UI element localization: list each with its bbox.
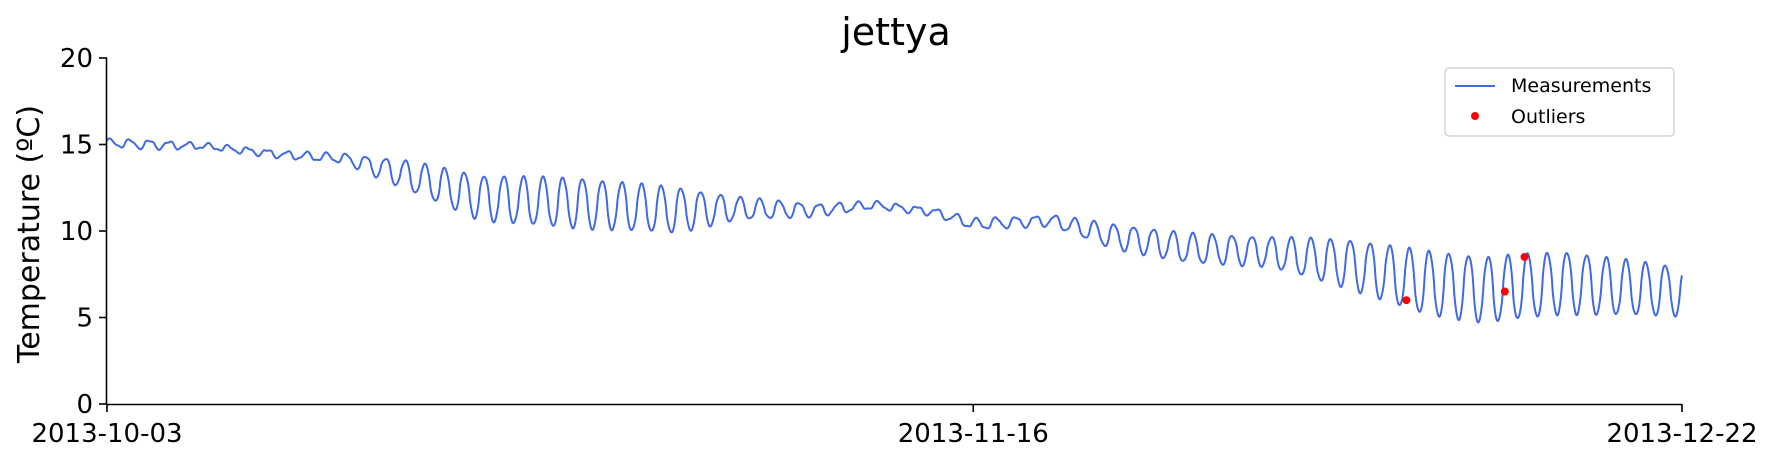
y-tick-label: 15 [60, 131, 93, 161]
y-tick-label: 10 [60, 217, 93, 247]
legend-marker-outliers [1471, 112, 1479, 120]
legend-label-outliers: Outliers [1511, 106, 1585, 128]
y-ticks: 0 5 10 15 20 [60, 44, 107, 420]
chart-title: jettya [840, 10, 951, 54]
outlier-point [1520, 252, 1529, 261]
x-tick-label: 2013-12-22 [1606, 419, 1757, 449]
outlier-point [1500, 287, 1509, 296]
x-ticks: 2013-10-03 2013-11-16 2013-12-22 [31, 404, 1758, 449]
y-tick-label: 20 [60, 44, 93, 74]
y-tick-label: 0 [76, 390, 93, 420]
x-tick-label: 2013-10-03 [31, 419, 182, 449]
y-axis-label: Temperature (ºC) [12, 105, 47, 364]
outlier-point [1402, 296, 1411, 305]
y-tick-label: 5 [76, 304, 93, 334]
legend-label-measurements: Measurements [1511, 75, 1651, 97]
plot-area [106, 137, 1683, 324]
legend-box [1444, 67, 1675, 137]
x-tick-label: 2013-11-16 [898, 419, 1049, 449]
measurements-line [106, 137, 1683, 324]
legend: Measurements Outliers [1444, 67, 1675, 137]
